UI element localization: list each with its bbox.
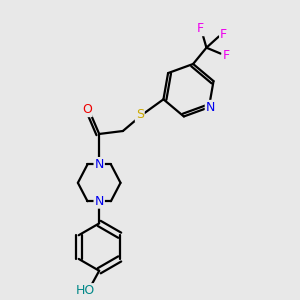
Text: F: F — [222, 49, 230, 62]
Text: HO: HO — [75, 284, 94, 297]
Text: N: N — [206, 101, 215, 114]
Text: F: F — [197, 22, 204, 35]
Text: N: N — [94, 195, 104, 208]
Text: S: S — [136, 108, 144, 121]
Text: N: N — [94, 158, 104, 171]
Text: O: O — [82, 103, 92, 116]
Text: F: F — [220, 28, 227, 40]
